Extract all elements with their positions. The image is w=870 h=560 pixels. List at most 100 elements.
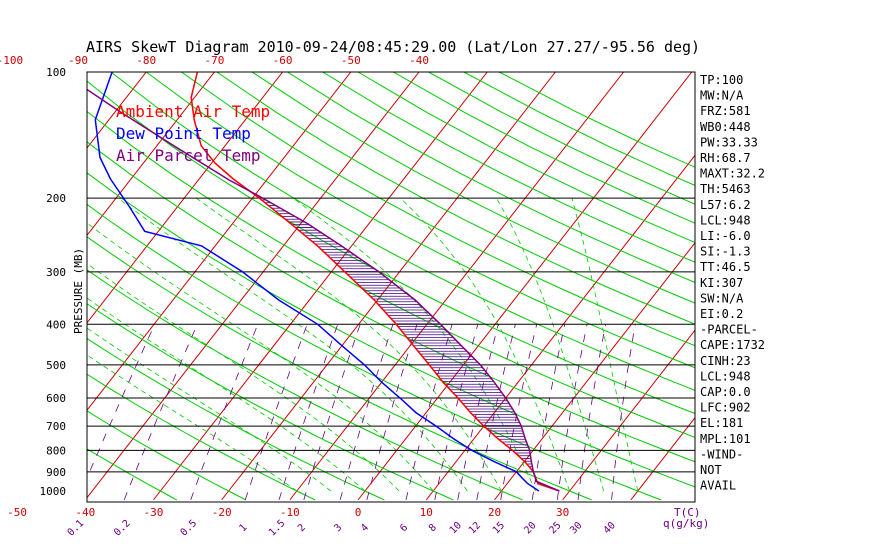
side-panel-item: NOT (700, 463, 722, 477)
pressure-tick-label: 200 (46, 192, 66, 205)
bottom-temp-tick-label: -30 (144, 506, 164, 519)
isotherm-line (357, 72, 693, 501)
isotherm-line (0, 72, 10, 500)
mixing-ratio-tick-label: 10 (448, 520, 464, 536)
dry-adiabat-line (87, 337, 385, 501)
chart-title: AIRS SkewT Diagram 2010-09-24/08:45:29.0… (86, 38, 700, 56)
moist-adiabat-line (117, 197, 468, 492)
isotherm-line (87, 72, 147, 149)
mixing-ratio-tick-label: 30 (568, 520, 584, 536)
mixing-ratio-tick-label: 20 (522, 520, 538, 536)
side-panel-item: LI:-6.0 (700, 229, 751, 243)
dry-adiabat-line (87, 410, 247, 501)
mixing-ratio-tick-label: 0.2 (112, 518, 133, 539)
side-panel-item: FRZ:581 (700, 104, 751, 118)
pressure-tick-label: 700 (46, 420, 66, 433)
mixing-ratio-tick-label: 40 (602, 520, 618, 536)
mixing-ratio-tick-label: 4 (359, 522, 371, 534)
profile-ambient-air-temp (190, 72, 560, 492)
mixing-ratio-line (303, 324, 361, 501)
bottom-temp-tick-label: -10 (280, 506, 300, 519)
moist-adiabat-line (292, 197, 536, 492)
side-panel-item: TP:100 (700, 73, 743, 87)
pressure-tick-label: 1000 (40, 485, 67, 498)
dry-adiabat-line (87, 172, 695, 488)
isotherm-line (221, 72, 556, 501)
bottom-temp-tick-label: -40 (75, 506, 95, 519)
mixing-ratio-tick-label: 6 (398, 522, 410, 534)
mixing-ratio-tick-label: 25 (547, 520, 563, 536)
legend-dewpoint: Dew Point Temp (116, 124, 251, 143)
bottom-temp-tick-label: -20 (212, 506, 232, 519)
side-panel-item: EL:181 (700, 416, 743, 430)
mixing-ratio-tick-label: 0.1 (66, 518, 87, 539)
mixing-ratio-line (500, 324, 538, 500)
mixing-ratio-tick-label: 8 (427, 522, 439, 534)
side-panel-item: MW:N/A (700, 89, 744, 103)
plot-frame (86, 71, 696, 503)
mixing-ratio-line (339, 324, 394, 501)
isotherm-line (153, 72, 488, 501)
dry-adiabat-line (287, 72, 695, 283)
profile-air-parcel-temp (87, 88, 560, 492)
side-panel-item: PW:33.33 (700, 135, 758, 149)
mixing-ratio-line (531, 324, 566, 500)
mixing-ratio-line (123, 324, 198, 501)
dry-adiabat-line (181, 72, 695, 347)
side-panel-item: AVAIL (700, 479, 736, 493)
dry-adiabat-line (87, 269, 523, 501)
top-temp-tick-label: -100 (0, 54, 23, 67)
isotherm-line (87, 72, 215, 237)
dry-adiabat-line (322, 72, 695, 263)
bottom-temp-tick-label: 10 (420, 506, 433, 519)
mixing-ratio-line (457, 324, 499, 500)
moist-adiabat-line (195, 197, 502, 492)
pressure-tick-label: 300 (46, 266, 66, 279)
mixing-ratio-line (611, 324, 636, 500)
pressure-tick-label: 600 (46, 392, 66, 405)
mixing-ratio-tick-label: 3 (332, 522, 344, 534)
side-panel-item: CINH:23 (700, 354, 751, 368)
dry-adiabat-line (87, 141, 695, 463)
top-temp-tick-label: -60 (273, 54, 293, 67)
top-temp-tick-label: -80 (136, 54, 156, 67)
pressure-tick-label: 900 (46, 466, 66, 479)
isotherm-line (87, 72, 420, 499)
mixing-ratio-tick-label: 12 (467, 520, 483, 536)
mixing-ratio-line (405, 324, 453, 500)
profile-dew-point-temp (94, 72, 540, 492)
side-panel-item: SI:-1.3 (700, 245, 751, 259)
isotherm-line (87, 72, 284, 324)
isotherm-line (0, 72, 78, 500)
legend-ambient: Ambient Air Temp (116, 102, 270, 121)
mixing-ratio-line (190, 324, 259, 501)
bottom-temp-tick-label: 20 (488, 506, 501, 519)
dry-adiabat-line (87, 80, 695, 415)
mixing-ratio-unit-label: q(g/kg) (663, 517, 709, 530)
top-temp-tick-label: -70 (204, 54, 224, 67)
mixing-ratio-line (366, 324, 418, 500)
isotherm-line (87, 72, 352, 412)
pressure-tick-label: 800 (46, 444, 66, 457)
side-panel-item: KI:307 (700, 276, 743, 290)
bottom-temp-tick-label: -50 (7, 506, 27, 519)
dry-adiabat-line (87, 448, 178, 501)
bottom-temp-tick-label: 0 (355, 506, 362, 519)
mixing-ratio-line (278, 324, 339, 501)
bottom-temp-tick-label: 30 (556, 506, 569, 519)
side-panel-item: MPL:101 (700, 432, 751, 446)
dry-adiabat-line (357, 72, 695, 244)
dry-adiabat-line (87, 303, 454, 501)
side-panel-item: SW:N/A (700, 291, 744, 305)
top-temp-tick-label: -90 (68, 54, 88, 67)
moist-adiabat-line (400, 197, 570, 492)
mixing-ratio-line (87, 324, 156, 479)
isotherm-line (494, 241, 695, 501)
side-panel-item: TT:46.5 (700, 260, 751, 274)
pressure-tick-label: 500 (46, 359, 66, 372)
temp-unit-label: T(C) (674, 506, 701, 519)
side-panel-item: RH:68.7 (700, 151, 751, 165)
side-panel-item: TH:5463 (700, 182, 751, 196)
side-panel-item: EI:0.2 (700, 307, 743, 321)
isotherm-line (562, 329, 695, 501)
